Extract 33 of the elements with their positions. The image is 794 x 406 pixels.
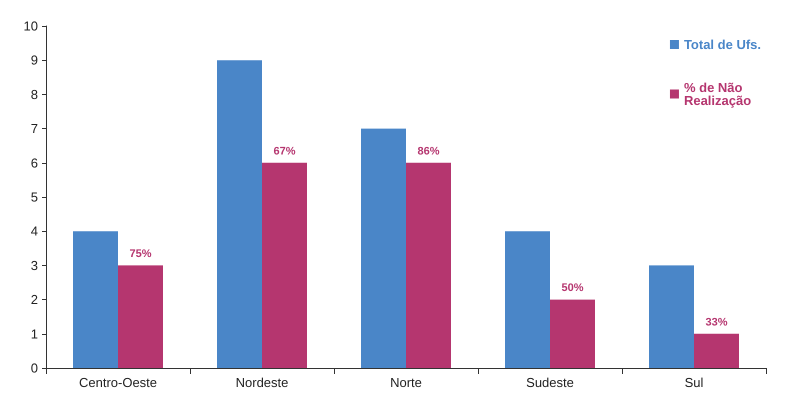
bar (550, 300, 595, 368)
y-tick-label: 4 (30, 224, 38, 239)
legend-label: Total de Ufs. (684, 37, 762, 52)
y-tick-label: 10 (24, 18, 38, 34)
y-tick-label: 6 (30, 155, 38, 170)
bar (73, 231, 118, 368)
y-tick-label: 7 (30, 121, 38, 136)
y-tick-label: 3 (30, 258, 38, 273)
y-tick-label: 0 (30, 360, 38, 376)
y-tick-label: 5 (30, 190, 38, 204)
bar (694, 334, 739, 368)
bar (217, 60, 262, 368)
x-tick-label: Sudeste (526, 375, 574, 390)
y-tick-label: 8 (30, 86, 38, 102)
y-tick-label: 9 (30, 52, 38, 68)
legend-label: % de Não Realização (684, 80, 752, 108)
bar (262, 162, 307, 368)
annotation: 86% (417, 145, 440, 158)
bar (118, 265, 163, 368)
annotation: 67% (273, 145, 296, 158)
y-tick-label: 2 (30, 292, 38, 308)
x-tick-label: Centro-Oeste (78, 375, 158, 390)
x-tick-label: Norte (390, 375, 422, 390)
bar (361, 128, 406, 368)
annotation: 75% (129, 248, 152, 260)
y-tick-label: 1 (30, 326, 38, 342)
x-tick-label: Nordeste (236, 375, 288, 390)
annotation: 50% (561, 282, 584, 294)
annotation: 33% (705, 316, 728, 328)
bar (406, 162, 451, 368)
bar (505, 231, 550, 368)
x-tick-label: Sul (684, 375, 704, 390)
bar (649, 265, 694, 368)
